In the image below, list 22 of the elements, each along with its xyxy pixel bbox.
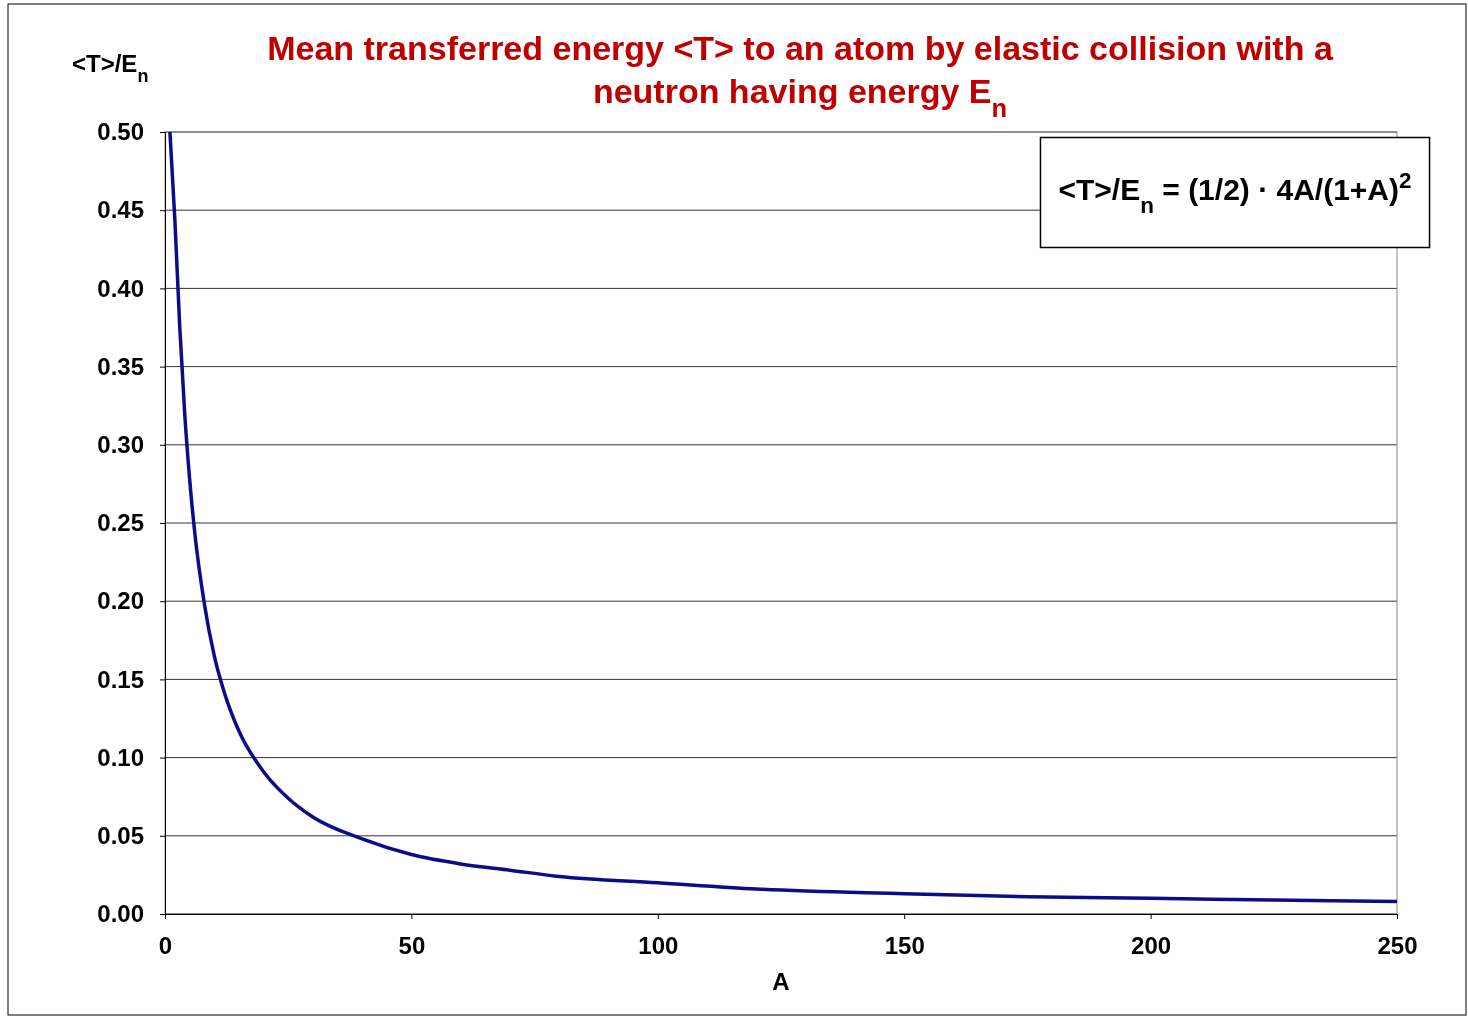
y-tick-label: 0.50	[97, 118, 144, 146]
x-tick-label: 50	[398, 932, 426, 960]
y-tick-label: 0.45	[97, 196, 144, 224]
y-axis-title: <T>/E$_{n}$	[72, 50, 149, 86]
y-tick-label: 0.05	[97, 821, 144, 849]
y-tick-label: 0.40	[97, 274, 144, 302]
y-tick-label: 0.10	[97, 743, 144, 771]
y-tick-label: 0.35	[97, 352, 144, 380]
x-axis-title: A	[772, 968, 790, 995]
y-tick-label: 0.20	[97, 587, 144, 615]
annotation: <T>/E$_{n}$ = (1/2) · 4A/(1+A)$^{2}$	[1058, 167, 1412, 218]
y-tick-label: 0.30	[97, 430, 144, 458]
x-tick-label: 100	[638, 932, 679, 960]
x-tick-label: 150	[884, 932, 925, 960]
line-series	[168, 130, 1399, 904]
y-tick-label: 0.00	[97, 900, 144, 928]
x-tick-label: 200	[1131, 932, 1172, 960]
x-tick-label: 250	[1377, 932, 1418, 960]
y-tick-label: 0.15	[97, 665, 144, 693]
y-tick-label: 0.25	[97, 509, 144, 537]
chart-title: Mean transferred energy <T> to an atom by elastic collision with a neutron having energy E$_{n}$	[267, 29, 1334, 122]
x-tick-label: 0	[158, 932, 173, 960]
